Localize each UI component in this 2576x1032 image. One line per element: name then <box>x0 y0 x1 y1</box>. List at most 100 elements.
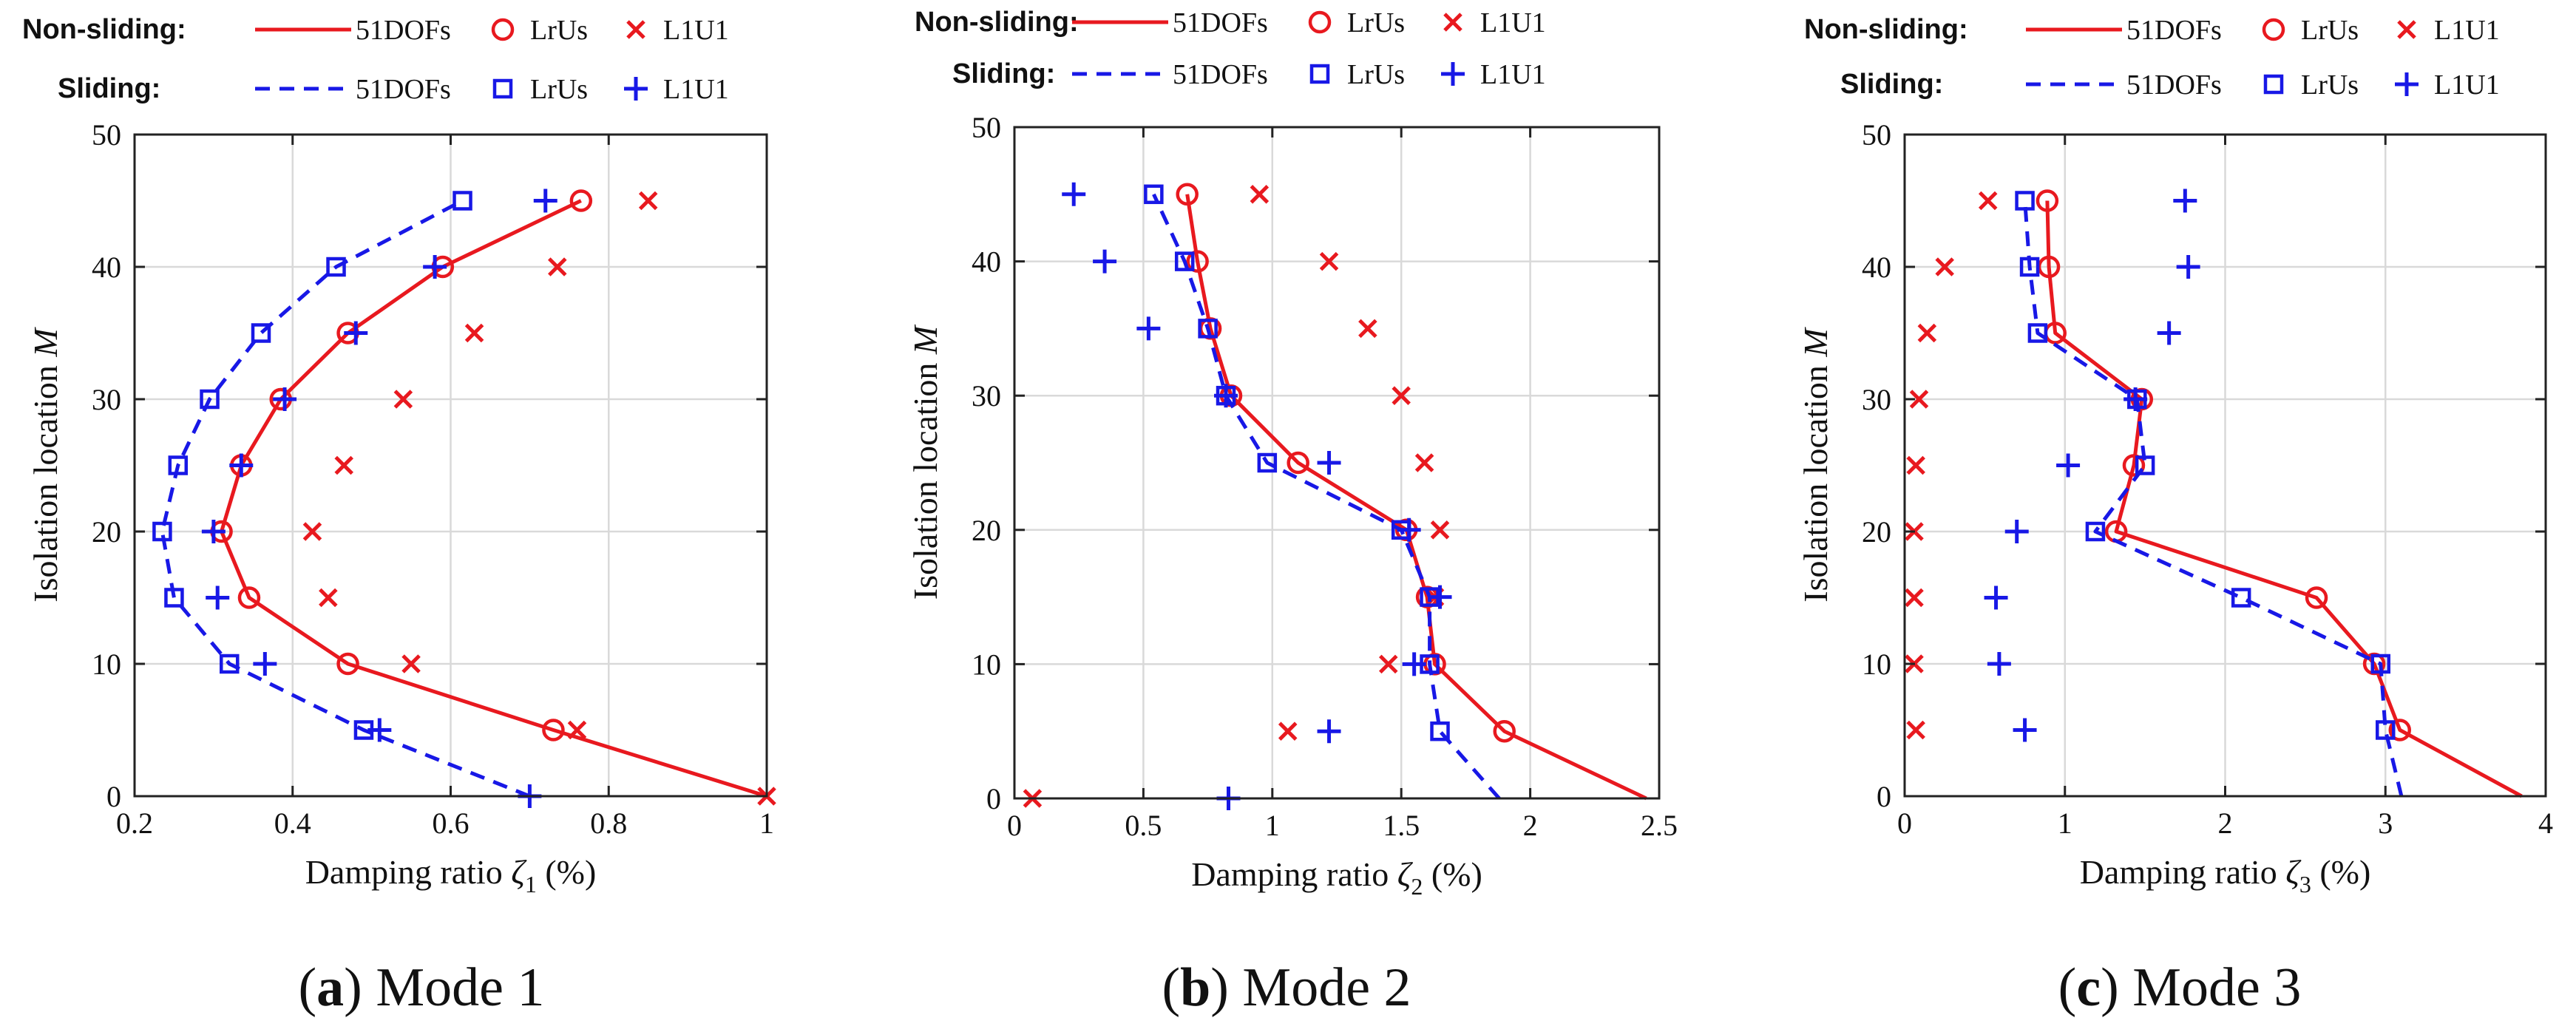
panel-caption-c: (c) Mode 3 <box>2058 957 2302 1018</box>
data-point-x <box>638 191 658 211</box>
data-point-x <box>1430 520 1450 540</box>
legend-marker-x <box>2397 20 2416 39</box>
y-axis-label: Isolation location M <box>27 327 64 602</box>
legend-sliding-label: Sliding: <box>1840 69 1943 100</box>
x-tick-label: 1 <box>1265 809 1280 842</box>
legend-marker-circle <box>491 18 515 41</box>
data-point-plus <box>2004 520 2029 543</box>
legend-entry-l1u1: L1U1 <box>1480 59 1546 90</box>
data-point-circle <box>1493 719 1516 743</box>
legend-entry-51dofs: 51DOFs <box>1173 7 1268 38</box>
legend-b: Non-sliding: Sliding: 51DOFs LrUs L1U1 51DOFs… <box>915 7 1546 90</box>
series-non-sliding-51dofs <box>2045 200 2523 798</box>
legend-entry-51dofs: 51DOFs <box>2126 15 2222 46</box>
data-point-plus <box>1136 316 1161 341</box>
y-tick-label: 50 <box>1862 118 1891 152</box>
tick-marks <box>133 133 768 798</box>
data-point-plus <box>229 453 254 478</box>
legend-marker-plus <box>2395 72 2419 96</box>
data-point-plus <box>273 387 297 411</box>
data-point-plus <box>201 520 226 543</box>
y-tick-label: 30 <box>972 379 1001 413</box>
legend-marker-square <box>492 78 513 99</box>
data-point-plus <box>1093 249 1117 274</box>
grid-lines <box>135 135 767 796</box>
legend-marker-plus <box>1441 62 1465 86</box>
data-point-plus <box>344 321 368 345</box>
chart-panel-b: 0 0.5 1 1.5 2 2.5 0 10 20 30 40 50 Damping ratio ζ2 … <box>906 111 1678 900</box>
data-point-plus <box>2056 453 2081 478</box>
x-tick-label: 0.4 <box>274 807 311 840</box>
data-point-plus <box>1214 384 1238 408</box>
x-tick-label: 0.2 <box>116 807 153 840</box>
data-point-x <box>1978 191 1998 211</box>
legend-nonsliding-label: Non-sliding: <box>22 14 186 45</box>
legend-marker-plus <box>624 77 648 101</box>
legends-layer: Non-sliding: Sliding: 51DOFs LrUs L1U1 51DOFs… <box>22 7 2500 105</box>
data-point-square <box>2376 720 2396 740</box>
series-line <box>1152 193 1501 800</box>
series-sliding-l1u1 <box>1062 182 1452 810</box>
data-point-square <box>168 455 189 475</box>
x-tick-label: 2 <box>1523 809 1538 842</box>
data-point-plus <box>2157 321 2181 345</box>
series-non-sliding-l1u1 <box>1905 191 1998 740</box>
x-tick-label: 4 <box>2538 807 2553 840</box>
series-sliding-l1u1 <box>1984 189 2200 742</box>
legend-entry-l1u1: L1U1 <box>663 15 729 46</box>
data-point-square <box>2370 654 2390 674</box>
data-point-x <box>401 654 421 673</box>
data-point-plus <box>2123 387 2148 411</box>
y-tick-label: 40 <box>1862 251 1891 284</box>
data-point-plus <box>533 189 557 213</box>
data-point-x <box>567 720 587 740</box>
data-point-plus <box>423 255 447 279</box>
data-point-x <box>1917 323 1937 343</box>
series-line <box>220 199 767 798</box>
data-point-circle <box>2388 719 2412 741</box>
legend-entry-lrus: LrUs <box>1347 7 1405 38</box>
data-point-square <box>2085 521 2106 542</box>
tick-marks <box>1903 133 2547 798</box>
x-tick-label: 2.5 <box>1641 809 1678 842</box>
series-line <box>2045 200 2523 798</box>
series-non-sliding-51dofs <box>1185 194 1647 801</box>
series-line <box>1185 194 1647 801</box>
legend-marker-x <box>626 20 645 39</box>
data-point-x <box>334 455 353 475</box>
data-point-x <box>1392 386 1411 405</box>
legend-entry-l1u1: L1U1 <box>2434 15 2500 46</box>
y-tick-label: 20 <box>972 514 1001 547</box>
x-tick-label: 0 <box>1897 807 1912 840</box>
data-point-plus <box>2013 718 2037 742</box>
legend-sliding-label: Sliding: <box>952 58 1055 89</box>
legend-marker-square <box>1309 64 1330 84</box>
data-point-plus <box>1062 182 1086 206</box>
panel-caption-b: (b) Mode 2 <box>1162 957 1411 1018</box>
data-point-plus <box>1317 451 1341 475</box>
axes-frame <box>1013 126 1661 800</box>
x-tick-label: 0.8 <box>590 807 627 840</box>
legend-entry-51dofs: 51DOFs <box>1173 59 1268 90</box>
panel-caption-a: (a) Mode 1 <box>299 957 545 1018</box>
data-point-plus <box>253 652 277 676</box>
data-point-x <box>1906 720 1925 740</box>
data-point-x <box>1250 185 1270 204</box>
data-point-circle <box>1176 183 1199 206</box>
data-point-square <box>2015 191 2035 211</box>
tick-marks <box>1013 126 1661 800</box>
legend-marker-x <box>1443 13 1462 32</box>
x-axis-label: Damping ratio ζ1 (%) <box>305 853 597 897</box>
data-point-square <box>251 323 271 343</box>
y-tick-label: 50 <box>972 111 1001 144</box>
data-point-plus <box>1987 652 2011 676</box>
series-sliding-51dofs <box>2023 200 2404 797</box>
x-axis-label: Damping ratio ζ3 (%) <box>2080 853 2371 897</box>
series-line <box>160 199 531 798</box>
x-tick-label: 1.5 <box>1383 809 1420 842</box>
data-point-x <box>1905 588 1924 608</box>
data-point-x <box>464 323 484 343</box>
